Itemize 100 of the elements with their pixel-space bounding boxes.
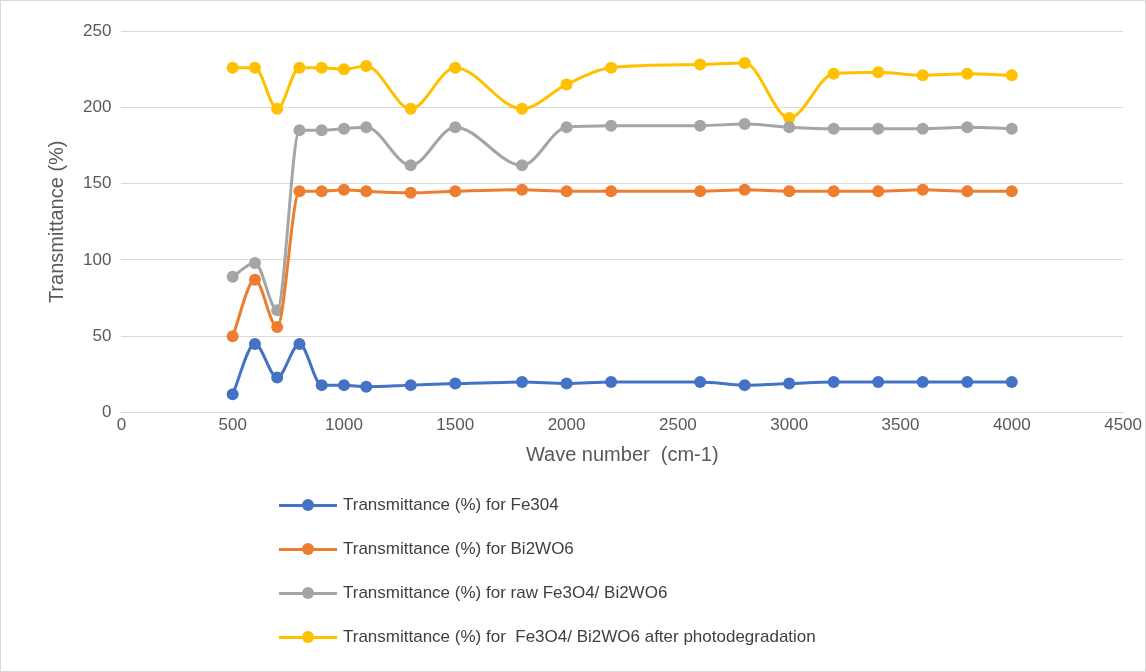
point [516,102,529,115]
point [961,376,974,389]
point [694,119,707,132]
point [872,185,885,198]
point [404,379,417,392]
x-tick-label: 2500 [658,415,697,435]
point [449,377,462,390]
point [738,118,751,131]
point [271,371,284,384]
point [404,102,417,115]
point [961,67,974,80]
point [337,122,350,135]
point [315,61,328,74]
point [783,121,796,134]
point [694,376,707,389]
point [315,379,328,392]
x-tick-label: 500 [218,415,247,435]
legend-label: Transmittance (%) for Bi2WO6 [343,539,574,559]
point [360,121,373,134]
point [738,183,751,196]
point [293,337,306,350]
point [293,185,306,198]
point [226,330,239,343]
point [271,102,284,115]
point [449,61,462,74]
point [560,121,573,134]
x-tick-label: 2000 [547,415,586,435]
x-tick-label: 4500 [1104,415,1142,435]
legend-label: Transmittance (%) for Fe3O4/ Bi2WO6 after photodegradation [343,627,816,647]
point [226,388,239,401]
point [271,321,284,334]
point [694,185,707,198]
point [1005,376,1018,389]
x-axis-title: Wave number (cm-1) [525,442,719,465]
point [337,379,350,392]
point [516,159,529,172]
point [248,337,261,350]
y-tick-label: 50 [92,325,112,345]
y-tick-label: 200 [82,97,112,117]
point [827,376,840,389]
point [1005,69,1018,82]
point [293,124,306,137]
x-tick-label: 1500 [436,415,475,435]
point [605,119,618,132]
y-tick-label: 150 [82,173,112,193]
point [1005,122,1018,135]
y-tick-label: 250 [82,20,112,40]
point [961,121,974,134]
point [516,183,529,196]
point [337,183,350,196]
point [404,159,417,172]
point [827,122,840,135]
x-tick-label: 4000 [992,415,1031,435]
point [916,376,929,389]
point [404,186,417,199]
legend-label: Transmittance (%) for Fe304 [343,495,559,515]
point [248,273,261,286]
point [337,63,350,76]
point [560,377,573,390]
point [360,185,373,198]
y-axis-title: Transmittance (%) [44,140,67,304]
point [315,124,328,137]
point [961,185,974,198]
point [293,61,306,74]
x-tick-label: 3000 [770,415,809,435]
point [248,257,261,270]
point [783,185,796,198]
point [738,57,751,70]
point [783,377,796,390]
point [248,61,261,74]
y-tick-label: 100 [82,249,112,269]
point [605,185,618,198]
point [560,78,573,91]
point [226,61,239,74]
point [516,376,529,389]
point [916,183,929,196]
legend-label: Transmittance (%) for raw Fe3O4/ Bi2WO6 [343,583,668,603]
point [738,379,751,392]
x-tick-label: 1000 [325,415,363,435]
point [560,185,573,198]
point [449,121,462,134]
point [872,66,885,79]
point [605,61,618,74]
point [872,122,885,135]
point [916,122,929,135]
point [605,376,618,389]
point [1005,185,1018,198]
point [872,376,885,389]
x-tick-label: 0 [116,415,127,435]
point [360,380,373,393]
point [827,67,840,80]
y-tick-label: 0 [101,402,112,422]
point [315,185,328,198]
point [226,270,239,283]
point [827,185,840,198]
point [360,60,373,73]
point [449,185,462,198]
point [694,58,707,71]
x-tick-label: 3500 [881,415,920,435]
point [916,69,929,82]
